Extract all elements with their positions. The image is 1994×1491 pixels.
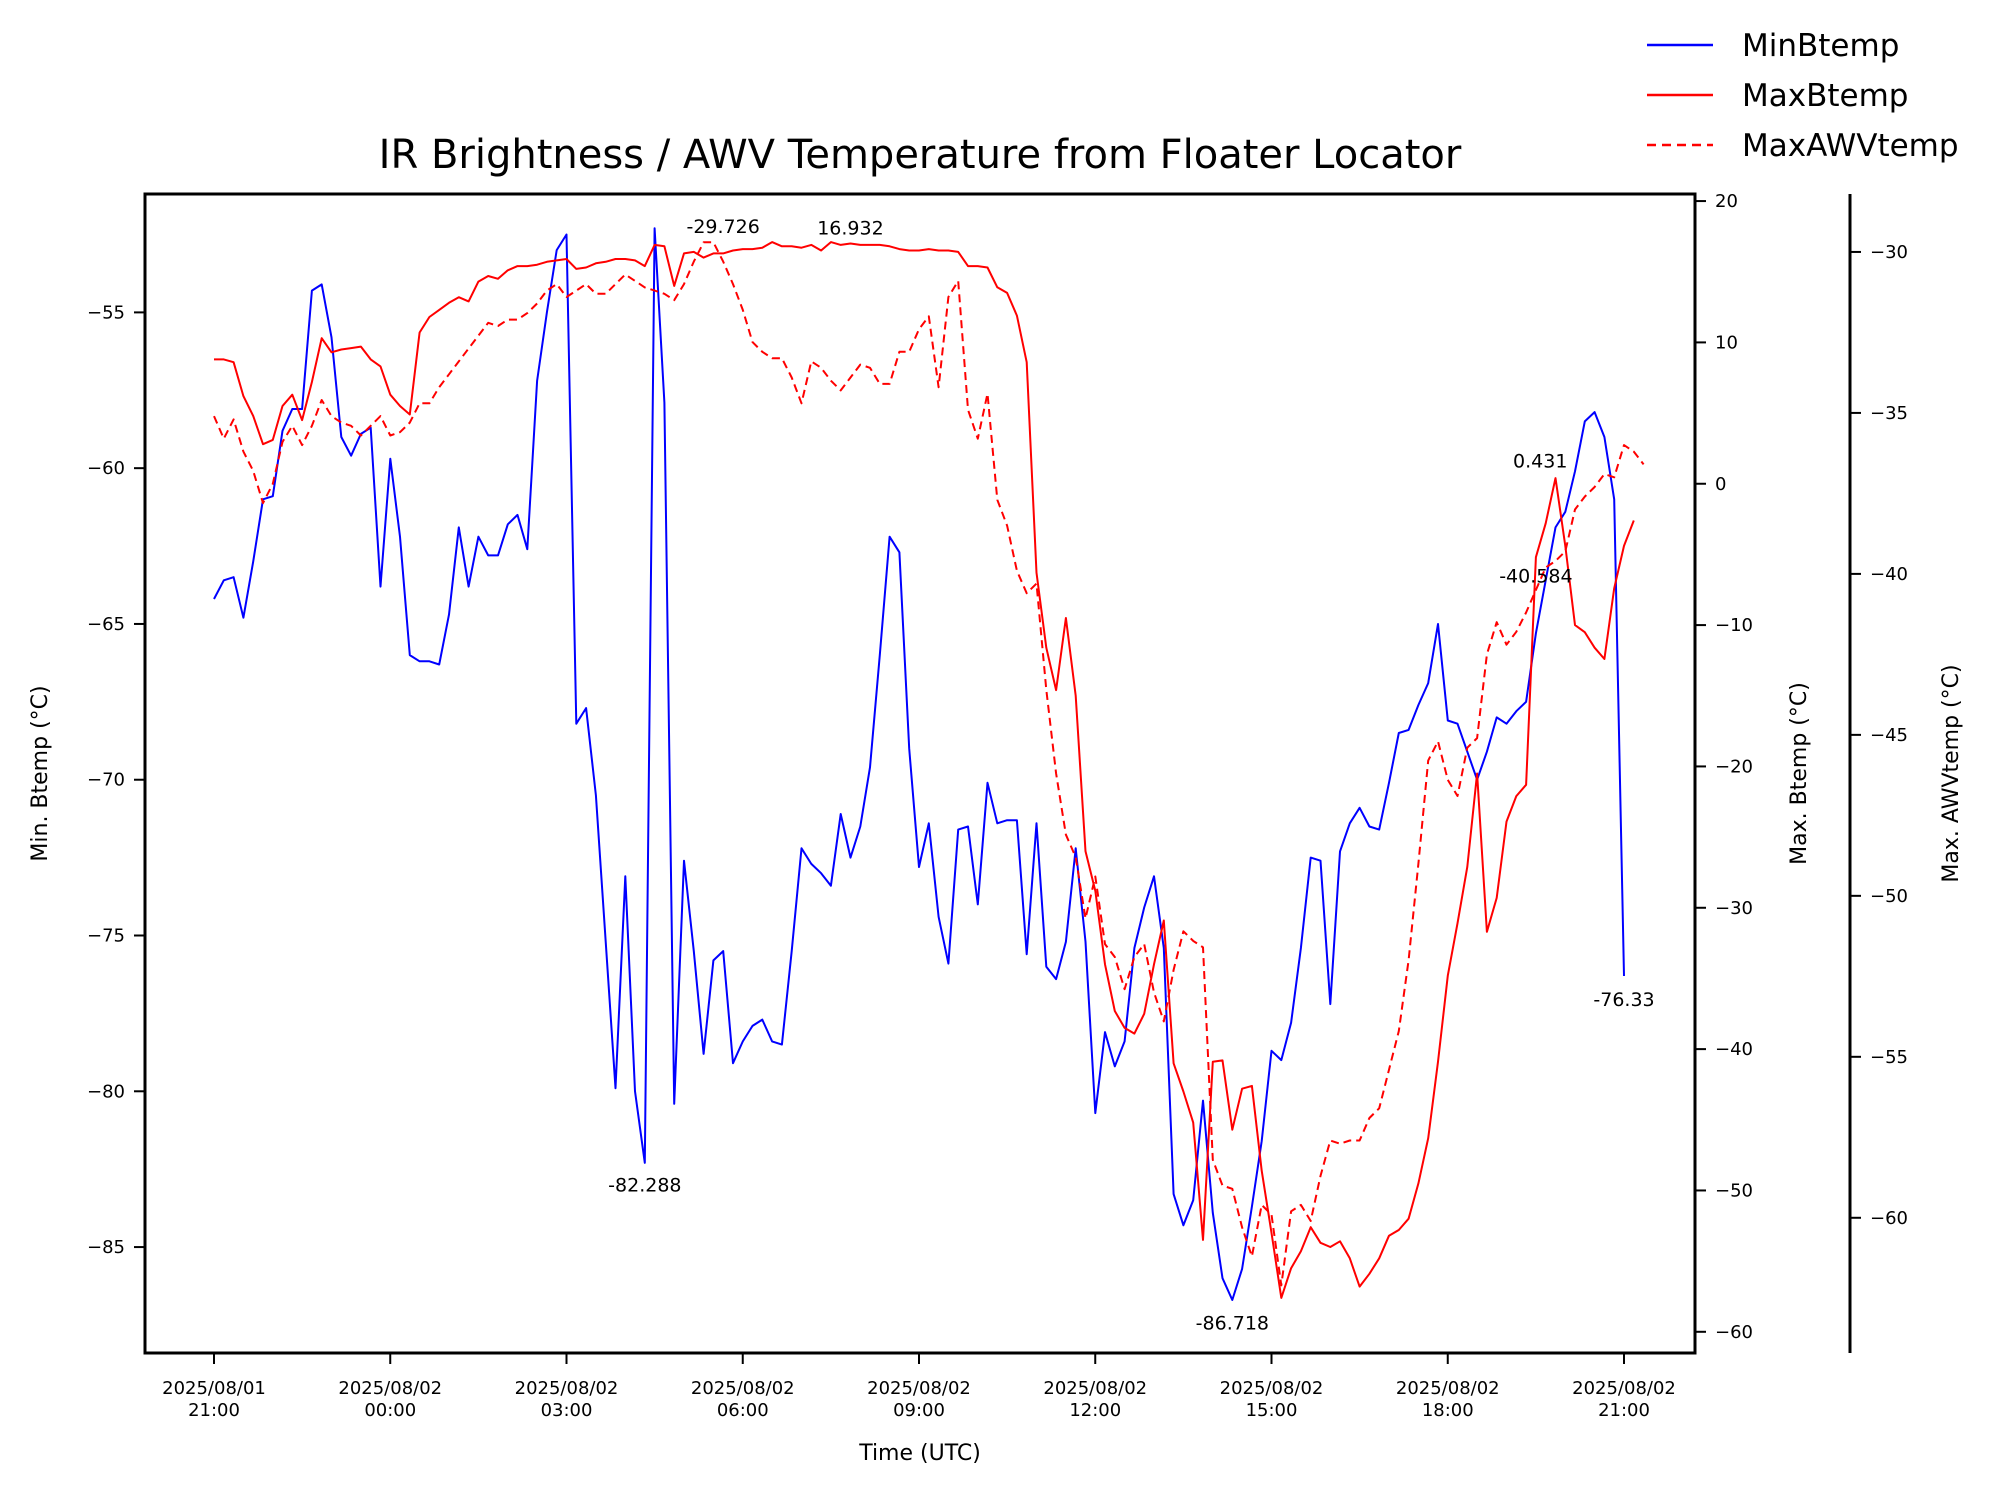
chart-title: IR Brightness / AWV Temperature from Flo… [379, 132, 1462, 178]
x-tick-date: 2025/08/02 [1396, 1378, 1500, 1399]
max-y-tick-label: −50 [1715, 1180, 1753, 1201]
awv-y-tick-label: −55 [1870, 1047, 1908, 1068]
x-tick-date: 2025/08/02 [1220, 1378, 1324, 1399]
max-y-tick-label: 10 [1715, 332, 1738, 353]
x-tick-time: 18:00 [1422, 1400, 1474, 1421]
x-tick-time: 03:00 [541, 1400, 593, 1421]
data-label: -86.718 [1196, 1313, 1269, 1335]
data-label: -29.726 [686, 216, 759, 238]
x-tick-label: 2025/08/02 03:00 [515, 1378, 619, 1421]
min-y-tick-label: −65 [87, 614, 125, 635]
x-tick-label: 2025/08/02 18:00 [1396, 1378, 1500, 1421]
max-y-tick-label: −30 [1715, 898, 1753, 919]
awv-y-tick-label: −45 [1870, 725, 1908, 746]
data-label: -40.584 [1499, 566, 1572, 588]
x-tick-label: 2025/08/02 12:00 [1043, 1378, 1147, 1421]
min-y-tick-label: −70 [87, 770, 125, 791]
max-y-tick-label: −20 [1715, 756, 1753, 777]
data-label: -82.288 [608, 1175, 681, 1197]
min-y-tick-label: −55 [87, 302, 125, 323]
max-y-tick-label: 20 [1715, 191, 1738, 212]
awv-y-axis-label: Max. AWVtemp (°C) [1939, 664, 1964, 882]
x-tick-time: 21:00 [1598, 1400, 1650, 1421]
max-y-tick-label: −10 [1715, 615, 1753, 636]
x-tick-label: 2025/08/02 21:00 [1572, 1378, 1676, 1421]
awv-y-tick-label: −30 [1870, 242, 1908, 263]
series-line-minbtemp [213, 227, 1625, 1301]
legend-label-maxbtemp: MaxBtemp [1742, 78, 1908, 114]
x-tick-date: 2025/08/01 [162, 1378, 266, 1399]
x-tick-time: 00:00 [364, 1400, 416, 1421]
x-tick-label: 2025/08/02 15:00 [1220, 1378, 1324, 1421]
legend-label-maxawvtemp: MaxAWVtemp [1742, 128, 1959, 164]
series-line-maxawvtemp [213, 241, 1645, 1287]
x-axis-label: Time (UTC) [858, 1441, 981, 1466]
x-tick-time: 12:00 [1069, 1400, 1121, 1421]
data-label: -76.33 [1593, 989, 1654, 1011]
x-tick-time: 09:00 [893, 1400, 945, 1421]
min-y-tick-label: −60 [87, 458, 125, 479]
x-tick-date: 2025/08/02 [1572, 1378, 1676, 1399]
max-y-axis-label: Max. Btemp (°C) [1787, 682, 1812, 865]
series-line-maxbtemp [214, 241, 1635, 1299]
awv-y-tick-label: −35 [1870, 403, 1908, 424]
data-label: 16.932 [817, 217, 883, 239]
awv-y-tick-label: −40 [1870, 564, 1908, 585]
x-tick-date: 2025/08/02 [515, 1378, 619, 1399]
min-y-tick-label: −85 [87, 1237, 125, 1258]
x-tick-label: 2025/08/01 21:00 [162, 1378, 266, 1421]
max-y-tick-label: −40 [1715, 1039, 1753, 1060]
x-tick-label: 2025/08/02 00:00 [338, 1378, 442, 1421]
x-tick-time: 06:00 [717, 1400, 769, 1421]
x-tick-date: 2025/08/02 [691, 1378, 795, 1399]
data-label: 0.431 [1513, 451, 1567, 473]
min-y-axis-label: Min. Btemp (°C) [28, 685, 53, 861]
x-tick-time: 15:00 [1246, 1400, 1298, 1421]
annotation-layer: -29.726 16.932 -82.288 -86.718 0.431 -40.584 -… [608, 216, 1654, 1334]
min-y-tick-label: −75 [87, 926, 125, 947]
min-y-tick-label: −80 [87, 1081, 125, 1102]
plot-lines [213, 227, 1645, 1301]
x-tick-label: 2025/08/02 06:00 [691, 1378, 795, 1421]
legend-label-minbtemp: MinBtemp [1742, 28, 1899, 64]
x-tick-label: 2025/08/02 09:00 [867, 1378, 971, 1421]
x-tick-date: 2025/08/02 [338, 1378, 442, 1399]
awv-y-tick-label: −60 [1870, 1208, 1908, 1229]
legend: MinBtemp MaxBtemp MaxAWVtemp [1647, 28, 1959, 164]
x-tick-date: 2025/08/02 [867, 1378, 971, 1399]
max-y-tick-label: −60 [1715, 1322, 1753, 1343]
x-tick-date: 2025/08/02 [1043, 1378, 1147, 1399]
awv-y-tick-label: −50 [1870, 886, 1908, 907]
max-y-tick-label: 0 [1715, 474, 1726, 495]
x-tick-time: 21:00 [188, 1400, 240, 1421]
